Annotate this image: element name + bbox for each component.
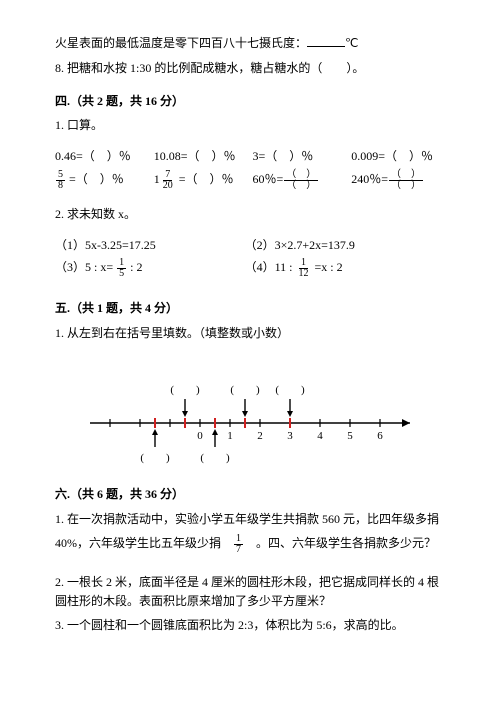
unit: ℃: [345, 36, 358, 50]
calc-8: 240％=（ ）（ ）: [351, 168, 450, 191]
section4-header: 四.（共 2 题，共 16 分）: [55, 90, 450, 113]
svg-text:4: 4: [317, 430, 323, 442]
svg-text:( ): ( ): [170, 384, 200, 396]
svg-text:1: 1: [227, 430, 233, 442]
eq4: （4）11 : 112 =x : 2: [245, 256, 450, 279]
s6-q3: 3. 一个圆柱和一个圆锥底面积比为 2:3，体积比为 5:6，求高的比。: [55, 614, 450, 637]
eq1: （1）5x-3.25=17.25: [55, 234, 245, 257]
section5-header: 五.（共 1 题，共 4 分）: [55, 297, 450, 320]
svg-text:( ): ( ): [140, 452, 170, 464]
calc-5: 58 =（ ）％: [55, 168, 154, 191]
calc-2: 10.08=（ ）％: [154, 145, 253, 168]
eq2: （2）3×2.7+2x=137.9: [245, 234, 450, 257]
eq-row1: （1）5x-3.25=17.25 （2）3×2.7+2x=137.9: [55, 234, 450, 257]
svg-text:( ): ( ): [200, 452, 230, 464]
svg-text:0: 0: [197, 430, 203, 442]
calc-6: 1720 =（ ）％: [154, 168, 253, 191]
s6-q2: 2. 一根长 2 米，底面半径是 4 厘米的圆柱形木段，把它据成同样长的 4 根…: [55, 573, 450, 611]
calc-7: 60％=（ ）（ ）: [253, 168, 352, 191]
svg-text:( ): ( ): [230, 384, 260, 396]
svg-text:6: 6: [377, 430, 383, 442]
eq-row2: （3）5 : x= 15 : 2 （4）11 : 112 =x : 2: [55, 256, 450, 279]
svg-text:2: 2: [257, 430, 263, 442]
calc-row2: 58 =（ ）％ 1720 =（ ）％ 60％=（ ）（ ） 240％=（ ）（…: [55, 168, 450, 191]
q8: 8. 把糖和水按 1:30 的比例配成糖水，糖占糖水的（ ）。: [55, 57, 450, 80]
intro-text: 火星表面的最低温度是零下四百八十七摄氏度：: [55, 36, 307, 50]
s6-q1b: 40%，六年级学生比五年级少捐 17 。四、六年级学生各捐款多少元？: [55, 532, 450, 555]
calc-1: 0.46=（ ）％: [55, 145, 154, 168]
svg-text:5: 5: [347, 430, 353, 442]
s4-q1: 1. 口算。: [55, 114, 450, 137]
blank-temp: [307, 34, 345, 47]
eq3: （3）5 : x= 15 : 2: [55, 256, 245, 279]
section6-header: 六.（共 6 题，共 36 分）: [55, 483, 450, 506]
calc-row1: 0.46=（ ）％ 10.08=（ ）％ 3=（ ）％ 0.009=（ ）％: [55, 145, 450, 168]
s5-q1: 1. 从左到右在括号里填数。（填整数或小数）: [55, 322, 450, 345]
svg-text:3: 3: [287, 430, 293, 442]
calc-4: 0.009=（ ）％: [351, 145, 450, 168]
calc-3: 3=（ ）％: [253, 145, 352, 168]
number-line: 0 1 2 3 4 5 6 ( ) ( ) ( ) ( ) ( ): [80, 363, 450, 473]
s4-q2: 2. 求未知数 x。: [55, 203, 450, 226]
s6-q1a: 1. 在一次捐款活动中，实验小学五年级学生共捐款 560 元，比四年级多捐: [55, 508, 450, 531]
svg-text:( ): ( ): [275, 384, 305, 396]
